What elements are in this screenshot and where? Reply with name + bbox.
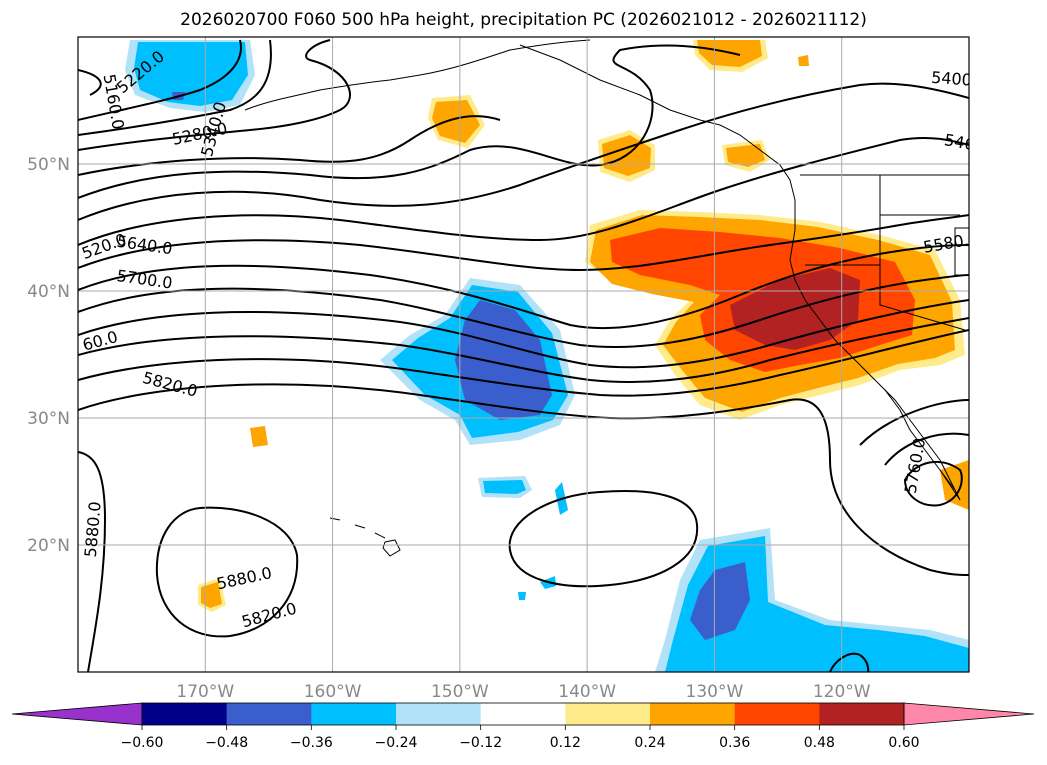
- colorbar-segment: [311, 703, 397, 725]
- lon-tick-label: 130°W: [686, 682, 744, 702]
- colorbar-level-label: −0.36: [290, 735, 333, 751]
- axis-tick-labels: 170°W 160°W 150°W 140°W 130°W 120°W 20°N 30°N 40…: [27, 155, 871, 702]
- colorbar-level-label: 0.12: [550, 735, 581, 751]
- colorbar-level-label: 0.48: [804, 735, 835, 751]
- colorbar-level-label: −0.12: [459, 735, 502, 751]
- colorbar-segment: [819, 703, 905, 725]
- colorbar-level-label: 0.24: [634, 735, 665, 751]
- colorbar-segment: [142, 703, 228, 725]
- lon-tick-label: 170°W: [176, 682, 234, 702]
- lat-tick-label: 50°N: [27, 155, 70, 175]
- colorbar-extend-high: [903, 702, 1035, 726]
- lat-tick-label: 30°N: [27, 409, 70, 429]
- state-lines: [805, 175, 966, 331]
- colorbar-level-label: −0.24: [375, 735, 418, 751]
- lat-tick-label: 40°N: [27, 282, 70, 302]
- lon-tick-label: 120°W: [813, 682, 871, 702]
- colorbar-segment: [226, 703, 312, 725]
- contour-label: 5400.0: [931, 68, 988, 91]
- lat-tick-label: 20°N: [27, 536, 70, 556]
- colorbar-segment: [480, 703, 566, 725]
- lon-tick-label: 160°W: [304, 682, 362, 702]
- colorbar-frame: [141, 702, 905, 726]
- map-frame: [77, 36, 970, 673]
- graticule: [78, 37, 969, 672]
- colorbar-level-label: −0.60: [121, 735, 164, 751]
- colorbar-segment: [396, 703, 482, 725]
- alaska-coastline: [244, 39, 961, 501]
- colorbar-extend-low: [11, 702, 143, 726]
- colorbar-level-label: −0.48: [205, 735, 248, 751]
- hawaii-islands: [329, 517, 401, 557]
- lon-tick-label: 140°W: [558, 682, 616, 702]
- precipitation-shading: [125, 40, 969, 672]
- baja-coastline: [884, 389, 961, 501]
- lon-tick-label: 150°W: [431, 682, 489, 702]
- height-contours: [78, 39, 969, 672]
- contour-label: 5880.0: [81, 501, 105, 558]
- map-title: 2026020700 F060 500 hPa height, precipit…: [180, 10, 867, 30]
- colorbar-segment: [650, 703, 736, 725]
- coastlines: [244, 39, 969, 557]
- colorbar-segment: [565, 703, 651, 725]
- colorbar-segment: [734, 703, 820, 725]
- colorbar: −0.60 −0.48 −0.36 −0.24 −0.12 0.12 0.24 0.36 0.4…: [11, 702, 1035, 751]
- colorbar-level-label: 0.60: [888, 735, 919, 751]
- colorbar-level-label: 0.36: [719, 735, 750, 751]
